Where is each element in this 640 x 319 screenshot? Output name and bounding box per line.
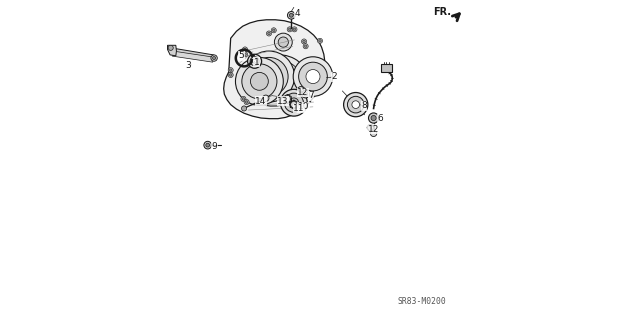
Text: 5: 5 [239, 51, 244, 60]
Text: 2: 2 [332, 72, 337, 81]
Text: 3: 3 [186, 61, 191, 70]
Circle shape [287, 11, 295, 19]
Circle shape [262, 95, 269, 101]
Circle shape [289, 98, 299, 108]
Ellipse shape [250, 60, 301, 100]
Circle shape [241, 96, 246, 101]
Circle shape [299, 62, 327, 91]
Circle shape [302, 90, 310, 98]
Circle shape [244, 48, 246, 51]
Circle shape [303, 40, 305, 43]
Circle shape [291, 101, 297, 108]
Circle shape [371, 115, 376, 121]
Text: 12: 12 [298, 88, 308, 97]
Circle shape [242, 64, 277, 99]
Circle shape [243, 52, 248, 57]
Circle shape [244, 100, 249, 105]
Circle shape [369, 113, 379, 123]
Circle shape [293, 57, 333, 96]
Circle shape [241, 106, 246, 111]
Text: 7: 7 [308, 91, 314, 100]
Circle shape [204, 141, 212, 149]
Text: 11: 11 [293, 104, 305, 113]
Circle shape [280, 89, 307, 116]
Text: FR.: FR. [433, 7, 451, 17]
Text: 10: 10 [298, 102, 309, 111]
Circle shape [305, 45, 307, 48]
Circle shape [250, 57, 288, 96]
Circle shape [228, 72, 233, 78]
Circle shape [245, 101, 248, 103]
Circle shape [206, 143, 210, 147]
Circle shape [284, 96, 291, 102]
Circle shape [265, 73, 273, 80]
Circle shape [298, 86, 304, 92]
Circle shape [319, 40, 321, 42]
Circle shape [348, 96, 364, 113]
Text: 4: 4 [294, 9, 300, 18]
Polygon shape [223, 20, 324, 119]
Circle shape [289, 13, 293, 17]
Circle shape [271, 28, 276, 33]
Text: 1: 1 [253, 58, 259, 67]
Circle shape [287, 27, 292, 32]
Circle shape [344, 93, 368, 117]
Polygon shape [170, 48, 214, 60]
Circle shape [292, 101, 296, 105]
Circle shape [242, 98, 244, 100]
Circle shape [268, 32, 270, 35]
Circle shape [284, 93, 303, 112]
Circle shape [212, 56, 216, 60]
Text: 6: 6 [378, 114, 383, 123]
Circle shape [301, 39, 307, 44]
Circle shape [273, 29, 275, 32]
Circle shape [371, 130, 377, 137]
Circle shape [229, 74, 232, 76]
Circle shape [289, 28, 291, 31]
Circle shape [317, 38, 323, 43]
Polygon shape [381, 64, 392, 72]
Circle shape [168, 45, 173, 50]
Circle shape [275, 33, 292, 51]
Circle shape [303, 44, 308, 49]
Circle shape [292, 27, 297, 32]
Circle shape [304, 92, 308, 96]
Circle shape [266, 31, 271, 36]
Circle shape [293, 28, 296, 31]
Text: 12: 12 [368, 125, 380, 134]
Circle shape [250, 72, 268, 90]
Text: 13: 13 [277, 97, 289, 106]
Circle shape [248, 54, 262, 68]
Circle shape [367, 124, 374, 131]
Polygon shape [172, 51, 214, 62]
Text: SR83-M0200: SR83-M0200 [397, 297, 446, 306]
Circle shape [243, 51, 294, 102]
Text: 8: 8 [361, 101, 367, 110]
Polygon shape [168, 45, 177, 56]
Circle shape [278, 37, 289, 47]
Circle shape [253, 59, 257, 63]
Circle shape [250, 57, 259, 66]
Circle shape [352, 101, 360, 108]
Text: 14: 14 [255, 97, 266, 106]
Circle shape [243, 47, 248, 52]
Text: 9: 9 [212, 142, 218, 151]
Circle shape [228, 68, 233, 73]
Circle shape [259, 66, 279, 87]
Circle shape [306, 70, 320, 84]
Circle shape [229, 69, 232, 71]
Circle shape [244, 53, 246, 56]
Circle shape [211, 55, 218, 61]
Circle shape [236, 57, 284, 105]
Ellipse shape [244, 55, 307, 106]
